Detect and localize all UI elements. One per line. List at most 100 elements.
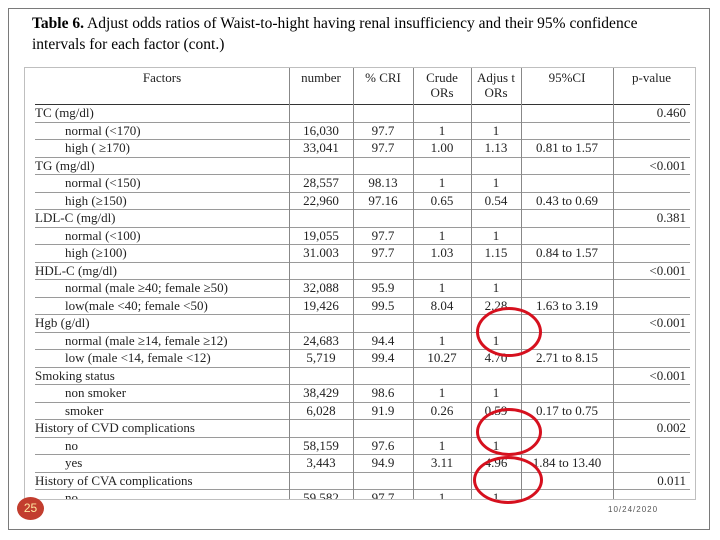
column-divider bbox=[471, 68, 472, 499]
cell-95ci: 0.81 to 1.57 bbox=[521, 139, 613, 158]
cell-p-value bbox=[613, 297, 690, 315]
table-row: History of CVA complications 0.011 bbox=[35, 472, 690, 490]
cell-95ci bbox=[521, 209, 613, 228]
cell-adjusted-or: 1 bbox=[471, 174, 521, 193]
highlight-circle-cvd bbox=[476, 408, 542, 456]
cell-95ci bbox=[521, 314, 613, 333]
cell-cri: 98.6 bbox=[353, 384, 413, 403]
table-row: Hgb (g/dl) <0.001 bbox=[35, 314, 690, 333]
cell-factor: smoker bbox=[35, 402, 289, 420]
highlight-circle-cva bbox=[473, 456, 543, 504]
cell-number: 33,041 bbox=[289, 139, 353, 158]
cell-factor: normal (<170) bbox=[35, 122, 289, 140]
cell-factor: no bbox=[35, 437, 289, 455]
table-row: non smoker 38,429 98.6 1 1 bbox=[35, 384, 690, 403]
cell-cri: 99.5 bbox=[353, 297, 413, 315]
header-cri: % CRI bbox=[353, 68, 413, 105]
cell-95ci bbox=[521, 472, 613, 490]
cell-95ci bbox=[521, 367, 613, 385]
table-row: TC (mg/dl) 0.460 bbox=[35, 104, 690, 123]
cell-cri: 97.6 bbox=[353, 437, 413, 455]
cell-95ci bbox=[521, 122, 613, 140]
table-row: normal (male ≥14, female ≥12) 24,683 94.4 1… bbox=[35, 332, 690, 350]
cell-factor: LDL-C (mg/dl) bbox=[35, 209, 289, 228]
header-95ci: 95%CI bbox=[521, 68, 613, 105]
cell-95ci bbox=[521, 157, 613, 175]
cell-adjusted-or: 0.54 bbox=[471, 192, 521, 210]
cell-crude-or: 3.11 bbox=[413, 454, 471, 473]
table-row: yes 3,443 94.9 3.11 4.96 1.84 to 13.40 bbox=[35, 454, 690, 473]
table-label: Table 6. bbox=[32, 15, 84, 32]
cell-p-value bbox=[613, 122, 690, 140]
cell-factor: high ( ≥170) bbox=[35, 139, 289, 158]
cell-adjusted-or bbox=[471, 157, 521, 175]
cell-cri: 95.9 bbox=[353, 279, 413, 298]
cell-cri: 97.7 bbox=[353, 139, 413, 158]
cell-p-value bbox=[613, 384, 690, 403]
cell-factor: Smoking status bbox=[35, 367, 289, 385]
cell-factor: no bbox=[35, 489, 289, 499]
cell-number bbox=[289, 262, 353, 280]
cell-crude-or: 0.65 bbox=[413, 192, 471, 210]
cell-p-value: <0.001 bbox=[613, 262, 690, 280]
cell-factor: normal (male ≥14, female ≥12) bbox=[35, 332, 289, 350]
cell-cri: 98.13 bbox=[353, 174, 413, 193]
cell-number: 3,443 bbox=[289, 454, 353, 473]
table-header-row: Factors number % CRI Crude ORs Adjus t O… bbox=[35, 68, 690, 105]
cell-p-value bbox=[613, 332, 690, 350]
cell-number: 6,028 bbox=[289, 402, 353, 420]
cell-factor: low (male <14, female <12) bbox=[35, 349, 289, 368]
cell-adjusted-or: 1.13 bbox=[471, 139, 521, 158]
cell-crude-or bbox=[413, 262, 471, 280]
cell-adjusted-or bbox=[471, 367, 521, 385]
cell-crude-or: 1 bbox=[413, 332, 471, 350]
cell-factor: normal (<150) bbox=[35, 174, 289, 193]
cell-factor: History of CVD complications bbox=[35, 419, 289, 438]
cell-95ci bbox=[521, 384, 613, 403]
cell-cri bbox=[353, 262, 413, 280]
results-table-image: Factors number % CRI Crude ORs Adjus t O… bbox=[24, 67, 696, 500]
table-row: LDL-C (mg/dl) 0.381 bbox=[35, 209, 690, 228]
table-row: Smoking status <0.001 bbox=[35, 367, 690, 385]
cell-crude-or: 10.27 bbox=[413, 349, 471, 368]
cell-cri bbox=[353, 472, 413, 490]
cell-p-value: 0.011 bbox=[613, 472, 690, 490]
cell-number bbox=[289, 419, 353, 438]
column-divider bbox=[289, 68, 290, 499]
cell-adjusted-or bbox=[471, 262, 521, 280]
cell-95ci bbox=[521, 104, 613, 123]
cell-factor: non smoker bbox=[35, 384, 289, 403]
cell-crude-or: 1 bbox=[413, 489, 471, 499]
slide-title: Table 6. Adjust odds ratios of Waist-to-… bbox=[32, 13, 692, 55]
header-adjust-ors: Adjus t ORs bbox=[471, 68, 521, 105]
cell-factor: History of CVA complications bbox=[35, 472, 289, 490]
cell-95ci: 1.84 to 13.40 bbox=[521, 454, 613, 473]
cell-crude-or: 1 bbox=[413, 122, 471, 140]
cell-factor: low(male <40; female <50) bbox=[35, 297, 289, 315]
cell-number bbox=[289, 314, 353, 333]
cell-factor: normal (male ≥40; female ≥50) bbox=[35, 279, 289, 298]
cell-p-value bbox=[613, 437, 690, 455]
cell-adjusted-or: 1 bbox=[471, 384, 521, 403]
cell-factor: HDL-C (mg/dl) bbox=[35, 262, 289, 280]
cell-cri: 94.9 bbox=[353, 454, 413, 473]
odds-ratio-table: Factors number % CRI Crude ORs Adjus t O… bbox=[35, 68, 690, 499]
header-crude-ors: Crude ORs bbox=[413, 68, 471, 105]
cell-factor: normal (<100) bbox=[35, 227, 289, 245]
cell-p-value: <0.001 bbox=[613, 367, 690, 385]
cell-number: 59,582 bbox=[289, 489, 353, 499]
cell-cri bbox=[353, 157, 413, 175]
cell-crude-or bbox=[413, 367, 471, 385]
cell-crude-or: 1.00 bbox=[413, 139, 471, 158]
page-number-badge: 25 bbox=[17, 497, 44, 520]
table-row: smoker 6,028 91.9 0.26 0.59 0.17 to 0.75 bbox=[35, 402, 690, 420]
cell-p-value: <0.001 bbox=[613, 157, 690, 175]
cell-p-value bbox=[613, 244, 690, 263]
column-divider bbox=[353, 68, 354, 499]
cell-number: 28,557 bbox=[289, 174, 353, 193]
cell-factor: yes bbox=[35, 454, 289, 473]
cell-95ci bbox=[521, 489, 613, 499]
cell-cri: 91.9 bbox=[353, 402, 413, 420]
cell-p-value bbox=[613, 489, 690, 499]
cell-cri: 97.7 bbox=[353, 489, 413, 499]
